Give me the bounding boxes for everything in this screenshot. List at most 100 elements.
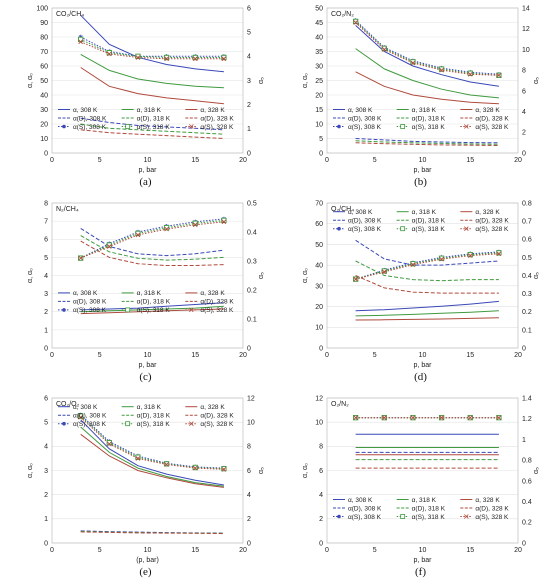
- series-line: [355, 25, 499, 87]
- series-line: [80, 218, 224, 259]
- y2-tick-label: 0.3: [522, 291, 532, 298]
- legend-label: α(S), 328 K: [200, 307, 234, 314]
- y2-tick-label: 10: [522, 47, 530, 54]
- data-point: [77, 413, 84, 419]
- y-tick-label: 6: [319, 468, 323, 475]
- legend-label: α(S), 328 K: [475, 226, 509, 233]
- y2-tick-label: 2: [247, 516, 251, 523]
- x-axis-label: p, bar: [414, 167, 433, 174]
- chart-panel: 0 5 10 15 20 25 30 35 40 45 50 0 2 4 6 8 10 12 14 0 5 10 15 20 p…: [302, 5, 540, 188]
- series-line: [80, 235, 224, 261]
- x-tick-label: 10: [144, 547, 152, 554]
- y2-tick-label: 0.8: [522, 458, 532, 465]
- y2-tick-label: 6: [247, 5, 251, 12]
- y-axis-label: α, α₀: [302, 463, 309, 478]
- y2-tick-label: 0.8: [522, 200, 532, 207]
- y-tick-label: 30: [40, 107, 48, 114]
- y-tick-label: 2: [44, 309, 48, 316]
- legend-label: α(D), 318 K: [412, 218, 446, 225]
- series-line: [80, 419, 224, 486]
- x-tick-label: 15: [466, 547, 474, 554]
- series-line: [80, 302, 224, 311]
- x-axis-label: (p, bar): [136, 557, 159, 564]
- y2-tick-label: 0.5: [247, 200, 257, 207]
- data-point: [78, 255, 83, 261]
- legend-label: α(D), 308 K: [348, 505, 382, 512]
- y2-tick-label: 1.4: [522, 395, 532, 402]
- y2-tick-label: 12: [522, 26, 530, 33]
- series-line: [355, 22, 499, 76]
- panel-label: (c): [139, 371, 152, 383]
- legend-label: α(S), 308 K: [348, 124, 382, 131]
- data-point: [221, 466, 227, 472]
- data-point: [381, 415, 387, 420]
- y2-tick-label: 0.1: [522, 327, 532, 334]
- panel-label: (b): [414, 176, 427, 188]
- series-line: [80, 129, 224, 139]
- y2-axis-label: α₅: [258, 77, 265, 84]
- x-tick-label: 15: [466, 157, 474, 164]
- y2-tick-label: 1: [247, 126, 251, 133]
- legend-label: α, 308 K: [348, 107, 373, 114]
- plot-frame: [51, 7, 244, 154]
- data-point: [221, 217, 227, 224]
- y-tick-label: 30: [315, 63, 323, 70]
- data-point: [106, 244, 112, 249]
- y2-tick-label: 4: [247, 492, 251, 499]
- y2-axis-label: α₅: [258, 467, 265, 474]
- y-tick-label: 6: [44, 395, 48, 402]
- legend-label: α(S), 308 K: [348, 226, 382, 233]
- y-tick-label: 10: [315, 121, 323, 128]
- legend-label: α(D), 318 K: [412, 505, 446, 512]
- legend-label: α(S), 318 K: [137, 307, 171, 314]
- data-point: [467, 70, 473, 76]
- x-tick-label: 5: [373, 157, 377, 164]
- legend-marker: [62, 308, 66, 312]
- data-point: [164, 462, 169, 467]
- data-point: [353, 20, 358, 25]
- series-line: [355, 71, 499, 105]
- x-tick-label: 10: [419, 547, 427, 554]
- series-line: [355, 260, 499, 282]
- y-tick-label: 4: [44, 444, 48, 451]
- y-tick-label: 5: [319, 136, 323, 143]
- y2-tick-label: 0.5: [522, 255, 532, 262]
- x-axis-label: p, bar: [139, 362, 158, 369]
- x-tick-label: 5: [98, 352, 102, 359]
- y-tick-label: 70: [40, 49, 48, 56]
- panel-label: (f): [415, 566, 426, 578]
- legend-marker: [337, 514, 341, 519]
- y2-tick-label: 0.1: [247, 316, 257, 323]
- y-tick-label: 40: [40, 92, 48, 99]
- data-point: [106, 242, 112, 248]
- y2-tick-label: 6: [247, 468, 251, 475]
- y2-axis-label: α₅: [533, 272, 540, 279]
- y2-tick-label: 0.6: [522, 478, 532, 485]
- data-point: [135, 230, 141, 237]
- y2-tick-label: 8: [247, 444, 251, 451]
- data-point: [496, 251, 502, 257]
- y2-tick-label: 1: [522, 437, 526, 444]
- data-point: [106, 51, 112, 57]
- legend-label: α, 318 K: [412, 107, 437, 114]
- data-point: [163, 224, 170, 231]
- y2-tick-label: 14: [522, 5, 530, 12]
- legend-label: α, 308 K: [73, 107, 98, 114]
- data-point: [496, 73, 502, 78]
- x-tick-label: 10: [144, 157, 152, 164]
- legend-marker: [400, 124, 406, 129]
- series-line: [355, 252, 499, 280]
- y-tick-label: 5: [44, 255, 48, 262]
- y-tick-label: 0: [44, 540, 48, 547]
- series-line: [80, 123, 224, 135]
- data-point: [192, 56, 198, 62]
- y2-tick-label: 4: [247, 54, 251, 61]
- legend-label: α(S), 318 K: [412, 226, 446, 233]
- legend-label: α(S), 328 K: [200, 124, 234, 131]
- legend-label: α, 328 K: [475, 209, 500, 216]
- legend-label: α(S), 308 K: [73, 421, 107, 428]
- data-point: [192, 54, 198, 61]
- data-point: [135, 454, 141, 460]
- series-line: [355, 275, 499, 294]
